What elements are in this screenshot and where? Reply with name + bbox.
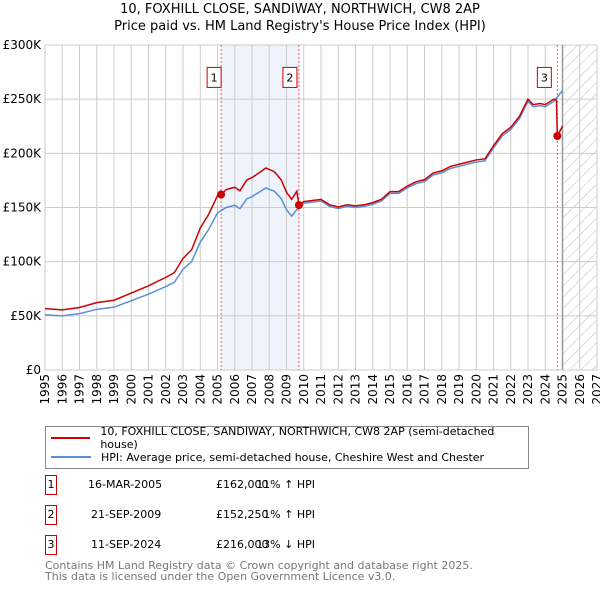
y-tick-label: £50K — [10, 309, 42, 323]
x-tick-label: 2009 — [280, 374, 294, 405]
x-tick-label: 2010 — [297, 374, 311, 405]
transaction-hpi: 1% ↑ HPI — [263, 508, 315, 521]
x-tick-label: 1998 — [90, 374, 104, 405]
legend: 10, FOXHILL CLOSE, SANDIWAY, NORTHWICH, … — [45, 425, 529, 469]
x-tick-label: 1996 — [55, 374, 69, 405]
x-tick-label: 2002 — [159, 374, 173, 405]
x-tick-label: 2021 — [487, 374, 501, 405]
marker-badge: 3 — [45, 535, 57, 555]
sale-badge — [282, 66, 298, 88]
x-tick-label: 2011 — [314, 374, 328, 405]
sale-badge-label: 1 — [211, 71, 218, 84]
y-tick-label: £0 — [26, 363, 41, 377]
sale-badge — [536, 66, 552, 88]
x-tick-label: 2022 — [504, 374, 518, 405]
transaction-date: 16-MAR-2005 — [88, 478, 163, 491]
transaction-price: £152,250 — [216, 508, 269, 521]
price-paid-line — [44, 97, 564, 311]
marker-badge: 1 — [45, 475, 57, 495]
transaction-date: 21-SEP-2009 — [91, 508, 162, 521]
sale-badge-label: 2 — [286, 71, 293, 84]
x-tick-label: 2016 — [400, 374, 414, 405]
x-tick-label: 2020 — [469, 374, 483, 405]
legend-swatch-blue — [51, 456, 91, 458]
x-tick-label: 2023 — [521, 374, 535, 405]
x-tick-label: 2019 — [452, 374, 466, 405]
legend-label: 10, FOXHILL CLOSE, SANDIWAY, NORTHWICH, … — [100, 425, 495, 451]
sale-badge-label: 3 — [541, 71, 548, 84]
footer-line: This data is licensed under the Open Gov… — [45, 570, 396, 583]
y-tick-label: £150K — [3, 201, 43, 215]
hpi-line — [44, 90, 564, 317]
legend-swatch-red — [51, 437, 91, 439]
transaction-row: 2 21-SEP-2009 £152,250 1% ↑ HPI — [45, 505, 445, 525]
footer: Contains HM Land Registry data © Crown c… — [45, 560, 473, 582]
x-tick-label: 2007 — [245, 374, 259, 405]
y-tick-label: £250K — [3, 92, 43, 106]
transaction-hpi: 13% ↓ HPI — [256, 538, 315, 551]
footer-line: Contains HM Land Registry data © Crown c… — [45, 559, 473, 572]
transaction-row: 3 11-SEP-2024 £216,000 13% ↓ HPI — [45, 535, 445, 555]
x-tick-label: 2006 — [228, 374, 242, 405]
legend-item-property: 10, FOXHILL CLOSE, SANDIWAY, NORTHWICH, … — [51, 425, 528, 451]
x-tick-label: 2024 — [538, 374, 552, 405]
transaction-hpi: 11% ↑ HPI — [256, 478, 315, 491]
transaction-row: 1 16-MAR-2005 £162,000 11% ↑ HPI — [45, 475, 445, 495]
x-tick-label: 2018 — [435, 374, 449, 405]
x-tick-label: 2025 — [556, 374, 570, 405]
x-tick-label: 2027 — [590, 374, 600, 405]
sale-point — [553, 132, 562, 140]
sale-point — [294, 201, 303, 210]
x-tick-label: 2026 — [573, 374, 587, 405]
x-tick-label: 2014 — [366, 374, 380, 405]
x-tick-label: 1999 — [107, 374, 121, 405]
sale-badge — [206, 66, 222, 88]
transaction-date: 11-SEP-2024 — [91, 538, 162, 551]
x-tick-label: 2004 — [193, 374, 207, 405]
x-tick-label: 2013 — [349, 374, 363, 405]
x-tick-label: 2008 — [262, 374, 276, 405]
transaction-price: £162,000 — [216, 478, 269, 491]
x-tick-label: 1997 — [73, 374, 87, 405]
transaction-price: £216,000 — [216, 538, 269, 551]
y-tick-label: £100K — [3, 255, 43, 269]
x-tick-label: 2017 — [418, 374, 432, 405]
chart-title: 10, FOXHILL CLOSE, SANDIWAY, NORTHWICH, … — [120, 2, 480, 17]
chart-subtitle: Price paid vs. HM Land Registry's House … — [114, 19, 486, 34]
x-tick-label: 2000 — [124, 374, 138, 405]
sale-point — [217, 190, 226, 199]
marker-badge: 2 — [45, 505, 57, 525]
x-tick-label: 1995 — [38, 374, 52, 405]
x-tick-label: 2005 — [211, 374, 225, 405]
legend-label: HPI: Average price, semi-detached house,… — [101, 450, 485, 464]
x-tick-label: 2015 — [383, 374, 397, 405]
price-chart: 1995 1996 1997 1998 1999 2000 2001 2002 2003 2004… — [3, 38, 600, 405]
legend-item-hpi: HPI: Average price, semi-detached house,… — [51, 448, 484, 466]
x-tick-label: 2003 — [176, 374, 190, 405]
y-tick-label: £200K — [3, 146, 43, 160]
y-tick-label: £300K — [3, 38, 43, 52]
x-tick-label: 2012 — [331, 374, 345, 405]
x-tick-label: 2001 — [142, 374, 156, 405]
